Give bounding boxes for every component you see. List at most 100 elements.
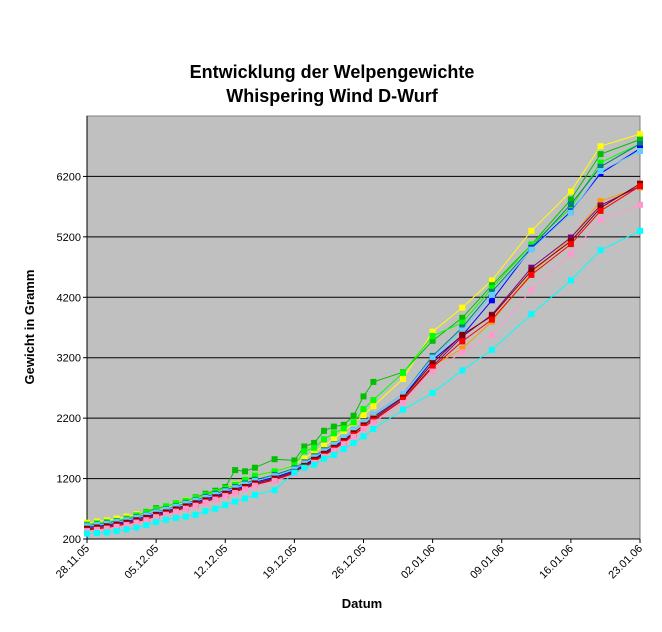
data-point — [222, 493, 229, 500]
data-point — [528, 287, 535, 293]
y-tick-label: 5200 — [57, 232, 81, 244]
data-point — [93, 526, 100, 533]
data-point — [567, 204, 574, 211]
data-point — [123, 526, 130, 533]
data-point — [567, 277, 574, 284]
series-group — [84, 131, 643, 537]
data-point — [597, 163, 604, 170]
data-point — [153, 519, 160, 526]
data-point — [488, 313, 495, 319]
data-point — [459, 338, 466, 345]
data-point — [597, 168, 604, 174]
data-point — [330, 452, 337, 458]
data-point — [340, 421, 347, 428]
data-point — [488, 346, 495, 353]
data-point — [232, 498, 239, 505]
data-point — [488, 291, 495, 298]
x-tick-label: 05.12.05 — [122, 543, 161, 582]
data-point — [360, 426, 367, 432]
data-point — [222, 502, 229, 509]
chart-title: Entwicklung der Welpengewichte — [190, 62, 475, 82]
data-point — [528, 227, 535, 234]
data-point — [459, 314, 466, 321]
data-point — [172, 514, 179, 521]
data-point — [597, 198, 604, 205]
data-point — [370, 397, 377, 403]
data-point — [459, 345, 466, 352]
data-point — [350, 439, 357, 446]
data-point — [311, 461, 318, 468]
data-point — [301, 464, 308, 471]
data-point — [321, 455, 327, 462]
data-point — [597, 143, 604, 150]
data-point — [340, 446, 347, 452]
data-point — [163, 516, 169, 523]
data-point — [143, 522, 150, 529]
data-point — [153, 514, 160, 521]
data-point — [340, 441, 347, 448]
data-point — [350, 433, 357, 440]
data-point — [212, 505, 219, 512]
data-point — [301, 455, 308, 462]
data-point — [360, 393, 367, 400]
data-point — [172, 500, 179, 507]
data-point — [370, 403, 377, 410]
data-point — [400, 406, 406, 413]
data-point — [567, 188, 574, 195]
data-point — [429, 354, 436, 361]
data-point — [163, 511, 169, 518]
x-tick-label: 28.11.05 — [54, 543, 92, 581]
x-tick-label: 26.12.05 — [330, 543, 369, 582]
data-point — [597, 247, 604, 254]
y-tick-label: 2200 — [57, 413, 81, 425]
data-point — [429, 333, 436, 339]
y-tick-label: 3200 — [57, 353, 81, 365]
data-point — [192, 502, 199, 509]
data-point — [637, 140, 643, 147]
data-point — [370, 426, 377, 432]
data-point — [400, 375, 406, 382]
data-point — [202, 499, 209, 506]
data-point — [291, 457, 298, 464]
data-point — [459, 331, 466, 338]
x-tick-label: 02.01.06 — [399, 543, 438, 582]
y-tick-label: 1200 — [57, 474, 81, 486]
data-point — [528, 271, 535, 278]
data-point — [93, 530, 100, 536]
data-point — [242, 476, 248, 483]
data-point — [271, 478, 278, 484]
data-point — [567, 201, 574, 208]
data-point — [172, 508, 179, 515]
data-point — [459, 349, 466, 356]
data-point — [567, 241, 574, 248]
data-point — [330, 447, 337, 454]
data-point — [202, 508, 209, 515]
x-tick-label: 09.01.06 — [468, 543, 507, 582]
data-point — [113, 528, 120, 535]
data-point — [311, 449, 318, 455]
x-tick-label: 23.01.06 — [606, 543, 645, 582]
data-point — [321, 427, 327, 434]
data-point — [597, 207, 604, 214]
data-point — [321, 436, 327, 443]
data-point — [123, 522, 130, 529]
data-point — [528, 267, 535, 274]
data-point — [350, 427, 357, 434]
data-point — [637, 183, 643, 190]
data-point — [370, 411, 377, 418]
data-point — [330, 435, 337, 442]
data-point — [84, 530, 90, 537]
data-point — [488, 297, 495, 304]
data-point — [113, 523, 120, 530]
data-point — [637, 131, 643, 138]
data-point — [242, 468, 248, 475]
data-point — [251, 472, 258, 479]
data-point — [597, 151, 604, 158]
data-point — [488, 332, 495, 339]
data-point — [133, 524, 140, 531]
x-axis-title: Datum — [342, 596, 382, 611]
data-point — [567, 250, 574, 257]
data-point — [528, 246, 535, 253]
data-point — [429, 360, 436, 367]
